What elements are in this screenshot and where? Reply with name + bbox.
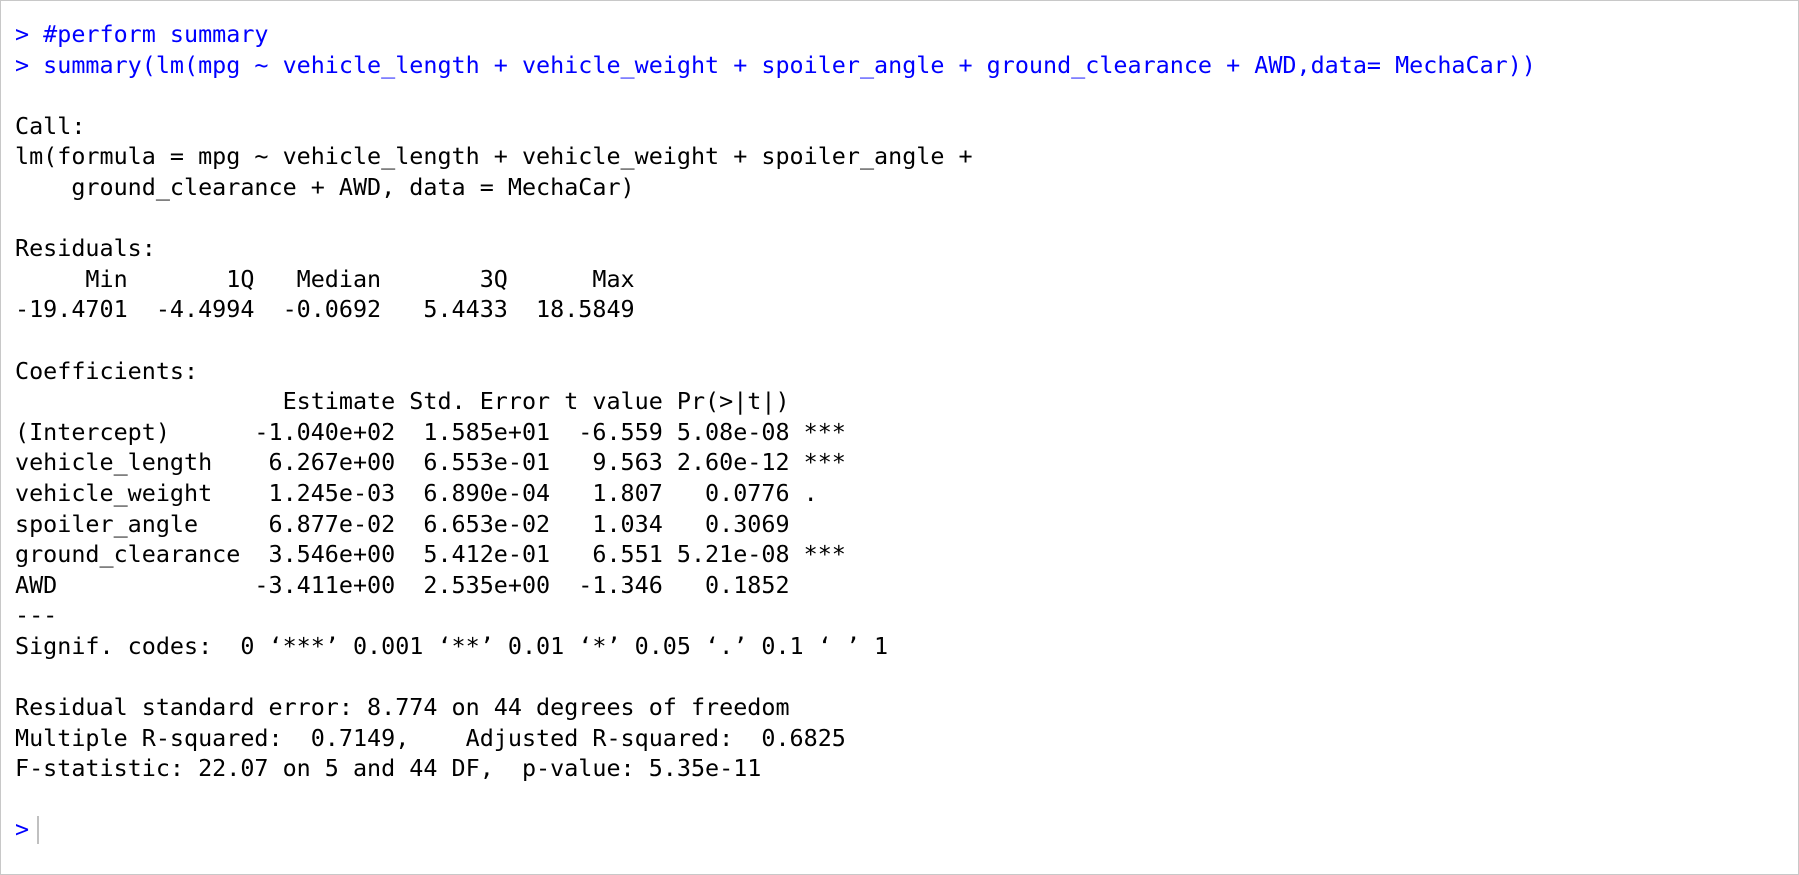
- residuals-header: Residuals:: [15, 234, 156, 263]
- blank-line: [15, 80, 1788, 111]
- blank-line: [15, 661, 1788, 692]
- coefficient-row-vehicle-weight: vehicle_weight 1.245e-03 6.890e-04 1.807…: [15, 478, 846, 507]
- separator-line: ---: [15, 601, 58, 630]
- coefficient-row-awd: AWD -3.411e+00 2.535e+00 -1.346 0.1852: [15, 570, 846, 599]
- call-formula-line-1: lm(formula = mpg ~ vehicle_length + vehi…: [15, 142, 987, 171]
- command-comment: > #perform summary: [15, 20, 269, 48]
- coefficient-row-intercept: (Intercept) -1.040e+02 1.585e+01 -6.559 …: [15, 417, 846, 446]
- signif-codes-line: Signif. codes: 0 ‘***’ 0.001 ‘**’ 0.01 ‘…: [15, 631, 889, 660]
- console-input-line[interactable]: >: [15, 814, 1788, 845]
- residual-standard-error-line: Residual standard error: 8.774 on 44 deg…: [15, 693, 790, 722]
- command-summary-call: > summary(lm(mpg ~ vehicle_length + vehi…: [15, 50, 1536, 79]
- residuals-labels: Min 1Q Median 3Q Max: [15, 264, 649, 293]
- console-input[interactable]: [39, 815, 439, 845]
- console-prompt: >: [15, 815, 30, 844]
- blank-line: [15, 325, 1788, 356]
- r-squared-line: Multiple R-squared: 0.7149, Adjusted R-s…: [15, 723, 860, 752]
- blank-line: [15, 203, 1788, 234]
- residuals-values: -19.4701 -4.4994 -0.0692 5.4433 18.5849: [15, 295, 649, 324]
- console-output: > #perform summary > summary(lm(mpg ~ ve…: [15, 19, 1788, 845]
- coefficients-column-headers: Estimate Std. Error t value Pr(>|t|): [15, 387, 846, 416]
- call-header: Call:: [15, 111, 86, 140]
- coefficients-header: Coefficients:: [15, 356, 199, 385]
- text-cursor: [37, 815, 40, 844]
- coefficient-row-ground-clearance: ground_clearance 3.546e+00 5.412e-01 6.5…: [15, 540, 846, 569]
- f-statistic-line: F-statistic: 22.07 on 5 and 44 DF, p-val…: [15, 754, 762, 783]
- coefficient-row-spoiler-angle: spoiler_angle 6.877e-02 6.653e-02 1.034 …: [15, 509, 846, 538]
- coefficient-row-vehicle-length: vehicle_length 6.267e+00 6.553e-01 9.563…: [15, 448, 846, 477]
- call-formula-line-2: ground_clearance + AWD, data = MechaCar): [15, 172, 635, 201]
- blank-line: [15, 784, 1788, 815]
